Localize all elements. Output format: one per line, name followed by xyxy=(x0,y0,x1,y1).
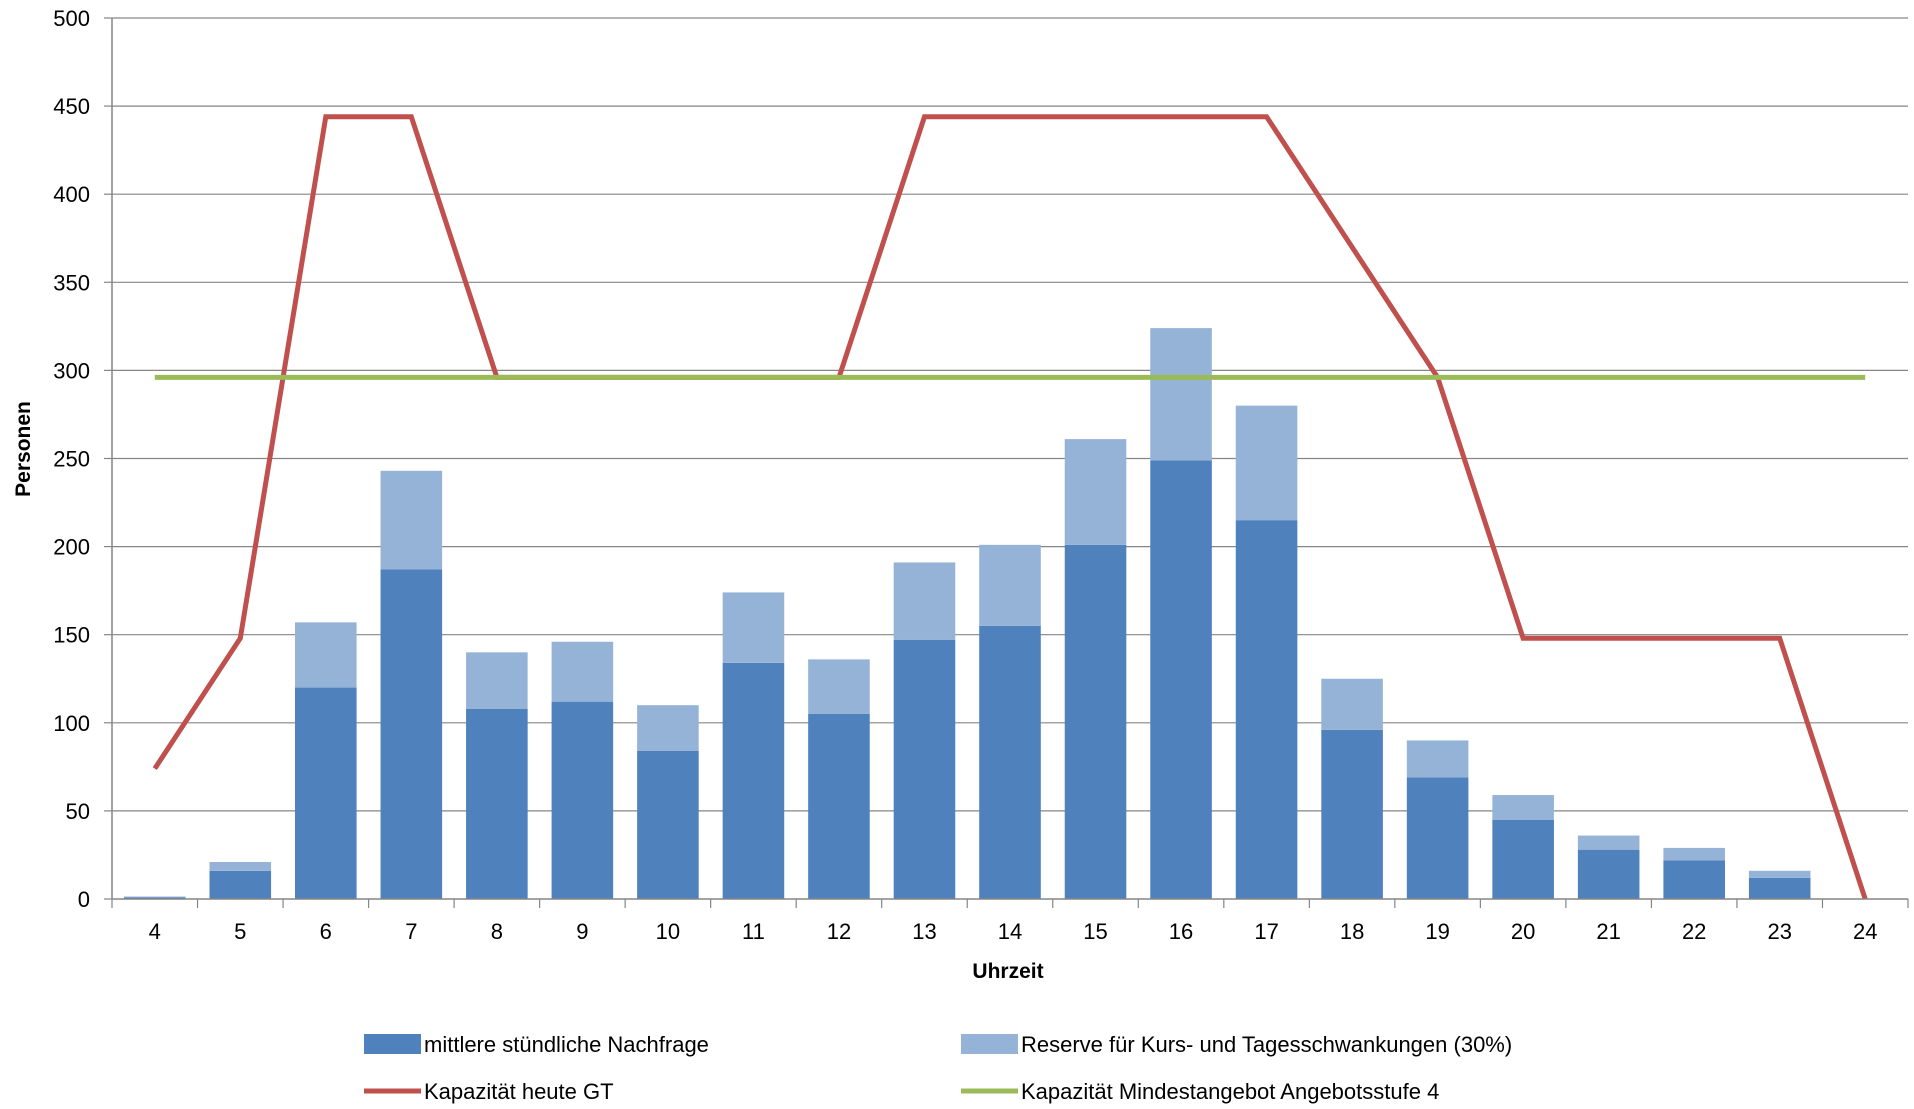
x-tick-label-16: 16 xyxy=(1169,919,1193,944)
bar-reserve-16 xyxy=(1150,328,1212,461)
bar-demand-23 xyxy=(1748,877,1811,899)
legend-label-capacity-minimum: Kapazität Mindestangebot Angebotsstufe 4 xyxy=(1021,1079,1439,1104)
bar-demand-8 xyxy=(466,708,528,899)
y-tick-label-150: 150 xyxy=(53,623,90,648)
y-tick-label-0: 0 xyxy=(78,887,90,912)
x-tick-label-23: 23 xyxy=(1767,919,1791,944)
bar-demand-13 xyxy=(893,639,956,899)
legend-label-capacity-today: Kapazität heute GT xyxy=(424,1079,614,1104)
y-tick-label-400: 400 xyxy=(53,182,90,207)
bar-demand-22 xyxy=(1663,860,1725,899)
x-tick-label-11: 11 xyxy=(742,919,765,944)
series-lines xyxy=(152,114,1868,900)
bar-reserve-17 xyxy=(1235,405,1298,521)
legend-label-demand: mittlere stündliche Nachfrage xyxy=(424,1032,709,1057)
legend-swatch-demand xyxy=(364,1034,421,1054)
bar-demand-19 xyxy=(1406,777,1469,899)
legend-item-capacity-minimum: Kapazität Mindestangebot Angebotsstufe 4 xyxy=(961,1079,1439,1104)
x-tick-label-14: 14 xyxy=(998,919,1022,944)
line-capacity-today xyxy=(152,114,1868,900)
legend-label-reserve: Reserve für Kurs- und Tagesschwankungen … xyxy=(1021,1032,1512,1057)
bar-reserve-7 xyxy=(380,470,443,570)
bar-reserve-13 xyxy=(893,562,956,640)
bars xyxy=(123,328,1811,899)
x-tick-label-22: 22 xyxy=(1682,919,1706,944)
legend-swatch-reserve xyxy=(961,1034,1018,1054)
bar-reserve-12 xyxy=(808,659,870,714)
legend-item-reserve: Reserve für Kurs- und Tagesschwankungen … xyxy=(961,1032,1512,1057)
bar-reserve-22 xyxy=(1663,847,1725,861)
x-tick-label-18: 18 xyxy=(1340,919,1364,944)
x-tick-label-20: 20 xyxy=(1511,919,1535,944)
bar-demand-11 xyxy=(722,662,785,899)
y-tick-label-250: 250 xyxy=(53,447,90,472)
y-tick-label-450: 450 xyxy=(53,94,90,119)
bar-reserve-11 xyxy=(722,592,785,663)
bar-demand-9 xyxy=(551,701,614,899)
y-tick-label-100: 100 xyxy=(53,711,90,736)
bar-demand-12 xyxy=(808,713,870,899)
x-tick-label-21: 21 xyxy=(1596,919,1620,944)
bar-demand-16 xyxy=(1150,460,1212,899)
x-tick-label-24: 24 xyxy=(1853,919,1877,944)
x-tick-label-5: 5 xyxy=(234,919,246,944)
bar-reserve-15 xyxy=(1064,439,1127,545)
bar-reserve-19 xyxy=(1406,740,1469,778)
bar-demand-14 xyxy=(979,625,1041,899)
bar-demand-15 xyxy=(1064,544,1127,899)
x-tick-label-9: 9 xyxy=(576,919,588,944)
bar-demand-4 xyxy=(123,897,186,899)
y-tick-label-50: 50 xyxy=(66,799,90,824)
bar-demand-20 xyxy=(1492,819,1554,899)
y-tick-labels: 0 50 100 150 200 250 300 350 400 450 500 xyxy=(53,6,90,912)
bar-demand-10 xyxy=(637,750,699,899)
bar-reserve-4 xyxy=(123,896,186,898)
x-tick-label-6: 6 xyxy=(320,919,332,944)
axes xyxy=(111,18,1909,908)
bar-reserve-14 xyxy=(979,544,1041,626)
legend: mittlere stündliche Nachfrage Reserve fü… xyxy=(364,1032,1512,1104)
bar-reserve-20 xyxy=(1492,795,1554,820)
bar-reserve-10 xyxy=(637,705,699,751)
bar-reserve-9 xyxy=(551,641,614,702)
x-tick-label-19: 19 xyxy=(1425,919,1449,944)
y-axis-title: Personen xyxy=(12,401,35,497)
bar-demand-21 xyxy=(1577,849,1640,899)
x-tick-label-8: 8 xyxy=(491,919,503,944)
bar-demand-18 xyxy=(1321,729,1383,899)
bar-demand-5 xyxy=(209,870,272,899)
x-tick-label-17: 17 xyxy=(1254,919,1278,944)
x-tick-label-4: 4 xyxy=(149,919,161,944)
x-tick-label-12: 12 xyxy=(827,919,851,944)
x-tick-label-15: 15 xyxy=(1083,919,1107,944)
y-tick-label-200: 200 xyxy=(53,535,90,560)
bar-demand-6 xyxy=(295,687,357,899)
bar-demand-17 xyxy=(1235,520,1298,899)
x-axis-title: Uhrzeit xyxy=(972,960,1043,983)
bar-demand-7 xyxy=(380,569,443,899)
y-tick-label-350: 350 xyxy=(53,270,90,295)
x-tick-label-13: 13 xyxy=(912,919,936,944)
bar-reserve-8 xyxy=(466,652,528,709)
bar-reserve-23 xyxy=(1748,870,1811,878)
legend-item-capacity-today: Kapazität heute GT xyxy=(364,1079,614,1104)
bar-reserve-18 xyxy=(1321,678,1383,730)
x-tick-labels: 4 5 6 7 8 9 10 11 12 13 14 15 16 17 18 19 20 21 22 23 24 xyxy=(149,919,1878,944)
bar-reserve-5 xyxy=(209,861,272,871)
y-tick-label-500: 500 xyxy=(53,6,90,31)
y-tick-label-300: 300 xyxy=(53,358,90,383)
bar-reserve-6 xyxy=(295,622,357,688)
x-tick-label-7: 7 xyxy=(405,919,417,944)
x-tick-label-10: 10 xyxy=(656,919,680,944)
bar-reserve-21 xyxy=(1577,835,1640,850)
legend-item-demand: mittlere stündliche Nachfrage xyxy=(364,1032,709,1057)
